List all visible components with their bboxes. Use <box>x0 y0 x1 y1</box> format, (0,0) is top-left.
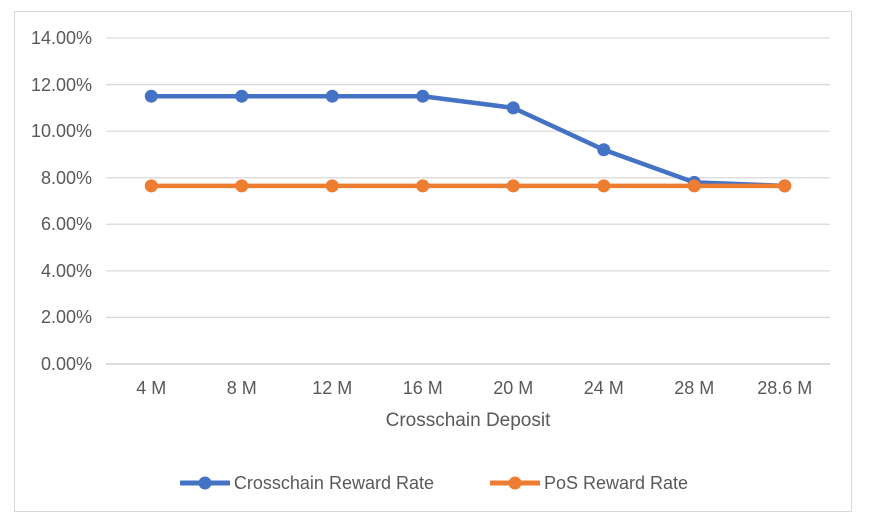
data-point-marker <box>778 179 792 193</box>
legend-marker-icon <box>490 476 540 490</box>
x-tick-label: 12 M <box>312 378 353 398</box>
legend-dot <box>198 476 212 490</box>
series-line-1 <box>149 93 787 189</box>
y-tick-label: 4.00% <box>40 260 92 281</box>
data-point-marker <box>416 179 430 193</box>
y-tick-label: 8.00% <box>40 167 92 188</box>
y-tick-label: 6.00% <box>40 214 92 235</box>
y-tick-label: 14.00% <box>30 28 92 48</box>
data-point-marker <box>416 89 430 103</box>
data-point-marker <box>325 89 339 103</box>
data-point-marker <box>506 101 520 115</box>
data-point-marker <box>235 179 249 193</box>
x-tick-label: 28.6 M <box>757 378 813 398</box>
x-tick-label: 20 M <box>493 378 534 398</box>
legend-marker-icon <box>179 476 230 490</box>
x-tick-label: 28 M <box>674 378 715 398</box>
legend-item-2: PoS Reward Rate <box>490 473 688 494</box>
x-tick-label: 8 M <box>226 378 257 398</box>
x-axis-title: Crosschain Deposit <box>385 410 551 431</box>
data-point-marker <box>144 179 158 193</box>
data-point-marker <box>506 179 520 193</box>
x-tick-label: 24 M <box>583 378 624 398</box>
y-tick-label: 0.00% <box>40 354 92 374</box>
legend-dot <box>508 476 522 490</box>
y-tick-label: 2.00% <box>40 307 92 328</box>
legend-label: PoS Reward Rate <box>544 472 689 493</box>
legend-label: Crosschain Reward Rate <box>233 472 434 493</box>
y-tick-label: 10.00% <box>30 121 92 142</box>
data-point-marker <box>235 89 249 103</box>
x-tick-label: 16 M <box>402 378 443 398</box>
data-point-marker <box>597 179 611 193</box>
x-tick-label: 4 M <box>136 378 167 398</box>
data-point-marker <box>597 143 611 157</box>
legend: Crosschain Reward Rate PoS Reward Rate <box>15 470 853 496</box>
data-point-marker <box>687 179 701 193</box>
data-point-marker <box>144 89 158 103</box>
data-point-marker <box>325 179 339 193</box>
y-tick-label: 12.00% <box>30 74 92 95</box>
legend-item-1: Crosschain Reward Rate <box>179 472 434 494</box>
